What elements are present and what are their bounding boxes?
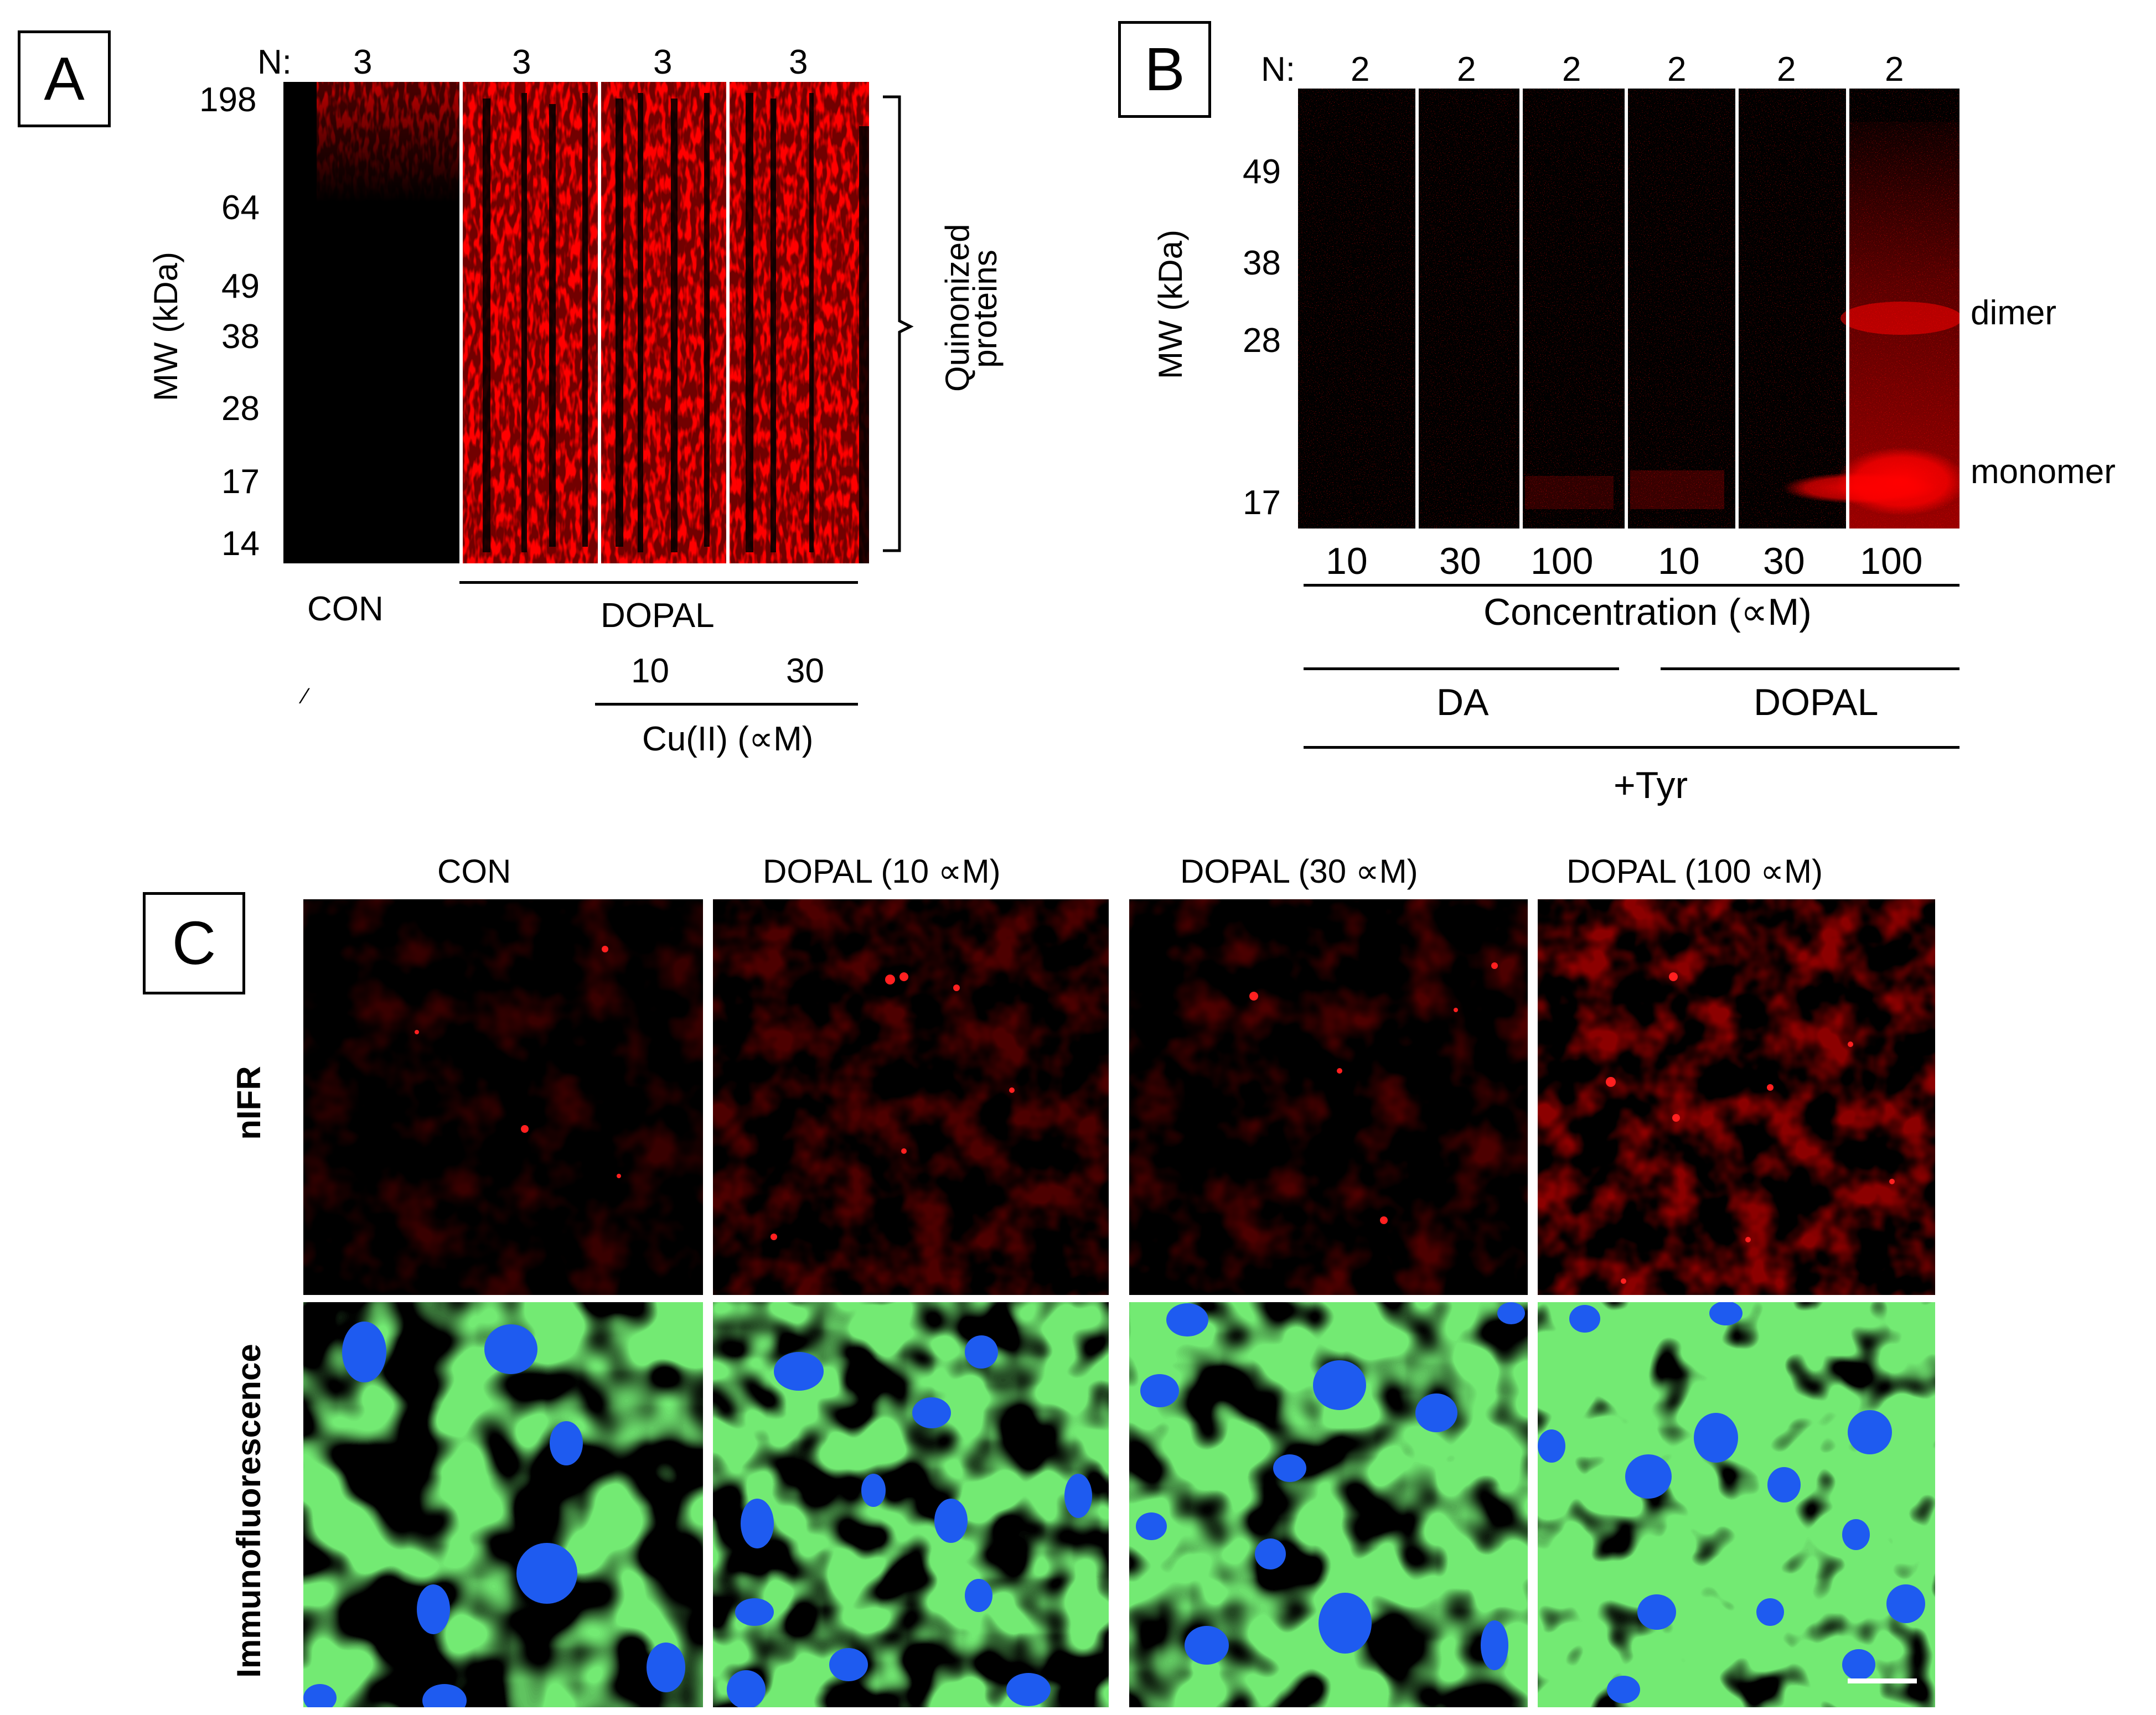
panel-b-mw-tick: 38 [1243,244,1281,282]
if-image-dopal-10 [713,1302,1109,1707]
if-image-dopal-100 [1538,1302,1935,1707]
panel-a-con-label: CON [307,590,384,628]
nifr-image-dopal-10 [713,899,1109,1295]
panel-b-dopal-rule [1661,667,1959,670]
panel-b-monomer-label: monomer [1971,453,2116,491]
panel-a-mw-tick: 14 [221,525,260,563]
panel-a-mw-tick: 198 [199,81,257,119]
panel-a-n-value: 3 [512,43,531,81]
panel-a-dopal-label: DOPAL [601,597,715,635]
panel-c-col-header: DOPAL (10 ∝M) [763,853,1001,890]
scale-bar [1848,1678,1917,1683]
panel-a-cu-label: Cu(II) (∝M) [642,720,814,758]
panel-b-gel-image [1298,89,1959,529]
panel-c-label: C [143,892,245,994]
panel-b-n-value: 2 [1885,50,1904,89]
panel-b-dimer-label: dimer [1971,294,2057,332]
panel-b-n-value: 2 [1777,50,1796,89]
panel-b-n-prefix: N: [1261,50,1295,89]
panel-c-col-header: DOPAL (100 ∝M) [1566,853,1823,890]
panel-a-stray-mark: ⁄ [303,684,307,708]
panel-b-conc-label: Concentration (∝M) [1483,591,1812,633]
panel-a-cu-value: 30 [786,652,824,690]
panel-b-da-rule [1304,667,1619,670]
panel-b-tyr-rule [1304,746,1959,749]
panel-b-mw-tick: 49 [1243,153,1281,191]
panel-b-n-value: 2 [1667,50,1687,89]
panel-b-conc-value: 30 [1439,540,1481,582]
panel-a-mw-tick: 49 [221,267,260,305]
panel-b-n-value: 2 [1351,50,1370,89]
nifr-image-dopal-100 [1538,899,1935,1295]
panel-b-conc-value: 10 [1326,540,1368,582]
panel-b-dopal-label: DOPAL [1754,681,1879,723]
panel-a-mw-tick: 17 [221,463,260,501]
panel-b-tyr-label: +Tyr [1614,764,1688,806]
if-image-con [303,1302,703,1707]
panel-a-mw-tick: 38 [221,318,260,356]
panel-b-da-label: DA [1436,681,1489,723]
panel-a-n-value: 3 [789,43,808,81]
panel-b-conc-value: 100 [1860,540,1923,582]
panel-b-y-axis-label: MW (kDa) [1152,230,1189,379]
panel-b-conc-value: 100 [1531,540,1594,582]
panel-a-cu-rule [595,703,858,706]
panel-a-dopal-rule [459,581,858,584]
panel-a-n-value: 3 [653,43,673,81]
panel-c-row-label-nifr: nIFR [230,1066,267,1140]
panel-a-gel-image [283,82,869,563]
panel-a-y-axis-label: MW (kDa) [147,252,184,401]
panel-b-conc-value: 30 [1763,540,1805,582]
panel-c-col-header: DOPAL (30 ∝M) [1180,853,1418,890]
panel-b-mw-tick: 17 [1243,484,1281,522]
panel-a-n-value: 3 [353,43,373,81]
panel-b-mw-tick: 28 [1243,322,1281,360]
panel-b-label: B [1118,21,1211,118]
panel-b-conc-rule [1304,584,1959,587]
panel-a-label: A [18,30,111,127]
panel-a-cu-value: 10 [631,652,669,690]
panel-c-col-header: CON [437,853,511,890]
panel-a-mw-tick: 28 [221,390,260,428]
panel-a-bracket [883,95,914,552]
panel-c-row-label-immunofluorescence: Immunofluorescence [230,1344,267,1678]
panel-a-bracket-label-2: proteins [966,250,1004,368]
panel-b-n-value: 2 [1562,50,1581,89]
nifr-image-con [303,899,703,1295]
panel-a-mw-tick: 64 [221,189,260,227]
panel-b-n-value: 2 [1457,50,1476,89]
panel-b-conc-value: 10 [1658,540,1700,582]
panel-a-n-prefix: N: [257,43,292,81]
if-image-dopal-30 [1129,1302,1528,1707]
nifr-image-dopal-30 [1129,899,1528,1295]
